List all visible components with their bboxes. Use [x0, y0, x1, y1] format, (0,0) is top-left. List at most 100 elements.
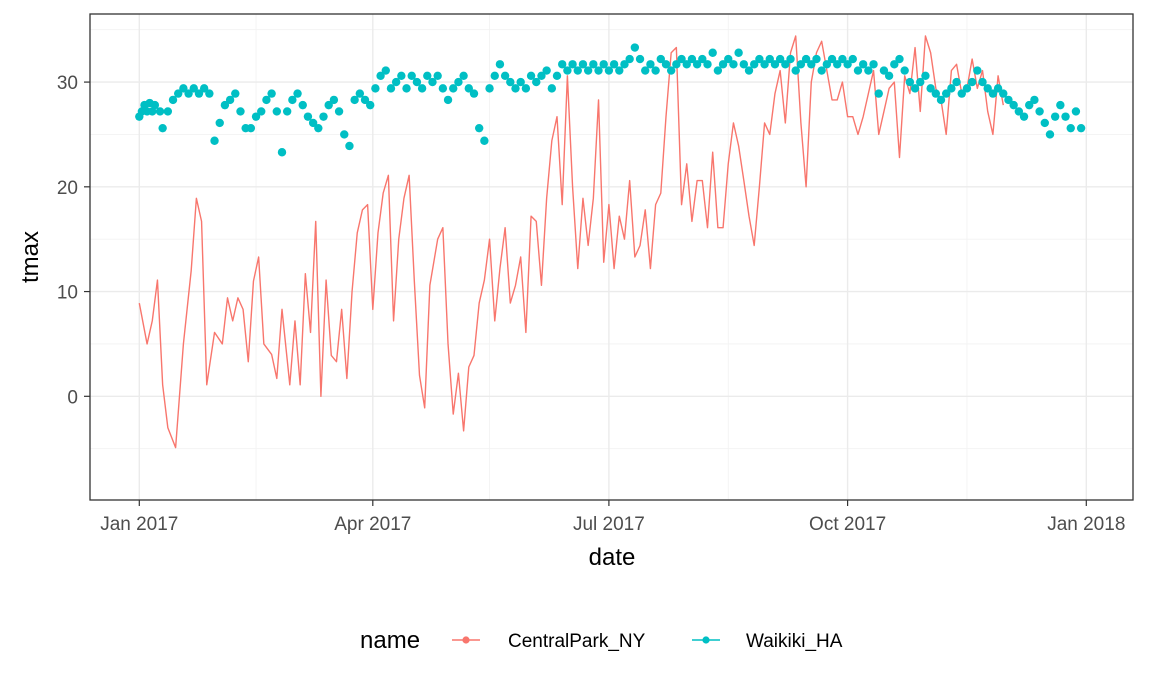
data-point-waikiki-ha: [449, 84, 458, 93]
data-point-waikiki-ha: [864, 66, 873, 75]
data-point-waikiki-ha: [988, 89, 998, 98]
data-point-waikiki-ha: [791, 66, 800, 75]
legend-label-waikiki: Waikiki_HA: [746, 631, 843, 652]
data-point-waikiki-ha: [334, 107, 344, 116]
data-point-waikiki-ha: [879, 66, 889, 75]
data-point-waikiki-ha: [858, 60, 868, 69]
data-point-waikiki-ha: [1025, 100, 1034, 110]
data-point-waikiki-ha: [521, 84, 531, 93]
data-point-waikiki-ha: [838, 54, 847, 64]
data-point-waikiki-ha: [594, 66, 603, 75]
data-point-waikiki-ha: [480, 136, 489, 145]
data-point-waikiki-ha: [713, 66, 723, 75]
x-tick-label: Oct 2017: [809, 514, 886, 535]
data-point-waikiki-ha: [604, 66, 614, 75]
data-point-waikiki-ha: [474, 123, 484, 133]
data-point-waikiki-ha: [936, 95, 946, 105]
data-point-waikiki-ha: [506, 77, 515, 87]
data-point-waikiki-ha: [801, 54, 811, 64]
data-point-waikiki-ha: [324, 100, 333, 110]
data-point-waikiki-ha: [1056, 100, 1065, 110]
data-point-waikiki-ha: [386, 84, 396, 93]
legend-item-centralpark: CentralPark_NY: [452, 631, 646, 652]
data-point-waikiki-ha: [786, 54, 795, 64]
data-point-waikiki-ha: [947, 84, 956, 93]
data-point-waikiki-ha: [926, 84, 935, 93]
data-point-waikiki-ha: [438, 84, 448, 93]
data-point-waikiki-ha: [910, 84, 920, 93]
data-point-waikiki-ha: [962, 84, 972, 93]
x-tick-label: Apr 2017: [334, 514, 411, 535]
data-point-waikiki-ha: [443, 95, 453, 105]
data-point-waikiki-ha: [734, 48, 743, 57]
data-point-waikiki-ha: [1040, 118, 1049, 128]
data-point-waikiki-ha: [599, 60, 608, 69]
data-point-waikiki-ha: [775, 54, 785, 64]
data-point-waikiki-ha: [718, 60, 728, 69]
data-point-waikiki-ha: [905, 77, 915, 87]
data-point-waikiki-ha: [666, 66, 676, 75]
data-point-waikiki-ha: [703, 60, 712, 69]
data-point-waikiki-ha: [199, 84, 209, 93]
data-point-waikiki-ha: [568, 60, 577, 69]
data-point-waikiki-ha: [267, 89, 276, 98]
data-point-waikiki-ha: [817, 66, 826, 75]
data-point-waikiki-ha: [376, 71, 385, 81]
data-point-waikiki-ha: [407, 71, 416, 81]
data-point-waikiki-ha: [516, 77, 525, 87]
data-point-waikiki-ha: [184, 89, 193, 98]
data-point-waikiki-ha: [1004, 95, 1013, 105]
grid-lines: [90, 14, 1133, 500]
data-point-waikiki-ha: [770, 60, 780, 69]
data-point-waikiki-ha: [158, 123, 167, 133]
y-tick-label: 0: [67, 387, 78, 408]
data-point-waikiki-ha: [672, 60, 681, 69]
data-point-waikiki-ha: [941, 89, 951, 98]
data-point-waikiki-ha: [1019, 112, 1029, 121]
data-point-waikiki-ha: [796, 60, 806, 69]
data-point-waikiki-ha: [739, 60, 749, 69]
data-point-waikiki-ha: [999, 89, 1008, 98]
data-point-waikiki-ha: [314, 123, 323, 133]
data-point-waikiki-ha: [454, 77, 463, 87]
x-tick-label: Jan 2018: [1047, 514, 1125, 535]
data-point-waikiki-ha: [1014, 107, 1024, 116]
data-point-waikiki-ha: [853, 66, 863, 75]
data-point-waikiki-ha: [155, 107, 165, 116]
data-point-waikiki-ha: [148, 107, 157, 116]
data-point-waikiki-ha: [687, 54, 697, 64]
data-point-waikiki-ha: [625, 54, 634, 64]
data-point-waikiki-ha: [552, 71, 562, 81]
data-point-waikiki-ha: [563, 66, 572, 75]
data-point-waikiki-ha: [251, 112, 261, 121]
data-point-waikiki-ha: [371, 84, 380, 93]
data-point-waikiki-ha: [215, 118, 224, 128]
x-axis-title: date: [589, 544, 636, 571]
data-point-waikiki-ha: [682, 60, 691, 69]
data-point-waikiki-ha: [366, 100, 375, 110]
data-point-waikiki-ha: [807, 60, 816, 69]
data-point-waikiki-ha: [916, 77, 925, 87]
data-point-waikiki-ha: [957, 89, 966, 98]
legend-label-centralpark: CentralPark_NY: [508, 631, 646, 652]
data-point-waikiki-ha: [765, 54, 774, 64]
data-point-waikiki-ha: [1061, 112, 1070, 121]
plot-panel-border: [89, 13, 1134, 501]
data-point-waikiki-ha: [397, 71, 406, 81]
data-point-waikiki-ha: [542, 66, 551, 75]
data-point-waikiki-ha: [583, 66, 593, 75]
series-line-centralpark-ny: [138, 35, 1004, 449]
data-point-waikiki-ha: [744, 66, 754, 75]
data-point-waikiki-ha: [194, 89, 204, 98]
data-point-waikiki-ha: [402, 84, 411, 93]
data-point-waikiki-ha: [500, 71, 510, 81]
data-point-waikiki-ha: [1030, 95, 1039, 105]
data-point-waikiki-ha: [168, 95, 178, 105]
data-point-waikiki-ha: [423, 71, 432, 81]
data-point-waikiki-ha: [884, 71, 894, 81]
data-point-waikiki-ha: [1071, 107, 1081, 116]
data-point-waikiki-ha: [163, 107, 173, 116]
data-point-waikiki-ha: [355, 89, 365, 98]
data-point-waikiki-ha: [931, 89, 941, 98]
data-point-waikiki-ha: [298, 100, 307, 110]
